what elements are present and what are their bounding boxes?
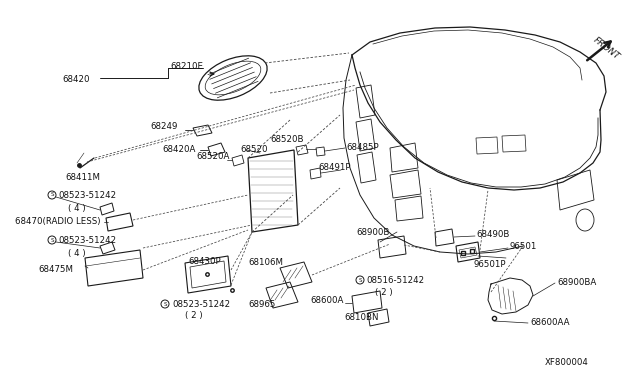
Text: 68411M: 68411M <box>65 173 100 182</box>
Text: 68490B: 68490B <box>476 230 509 239</box>
Text: 68600A: 68600A <box>310 296 344 305</box>
Text: ( 2 ): ( 2 ) <box>185 311 203 320</box>
Text: 68210E: 68210E <box>170 62 203 71</box>
Text: 68600AA: 68600AA <box>530 318 570 327</box>
Text: 6810BN: 6810BN <box>344 313 378 322</box>
Text: 68520A: 68520A <box>196 152 229 161</box>
Text: XF800004: XF800004 <box>545 358 589 367</box>
Text: ( 4 ): ( 4 ) <box>68 249 86 258</box>
Text: 68900B: 68900B <box>356 228 389 237</box>
Text: S: S <box>51 237 54 243</box>
Text: 68249: 68249 <box>150 122 177 131</box>
Text: S: S <box>51 192 54 198</box>
Text: S: S <box>163 301 167 307</box>
Text: 96501P: 96501P <box>474 260 506 269</box>
Text: 68520B: 68520B <box>270 135 303 144</box>
Text: 08523-51242: 08523-51242 <box>58 191 116 200</box>
Text: 08516-51242: 08516-51242 <box>366 276 424 285</box>
Text: S: S <box>358 278 362 282</box>
Text: 68900BA: 68900BA <box>557 278 596 287</box>
Text: 68430P: 68430P <box>188 257 221 266</box>
Text: 68475M: 68475M <box>38 265 73 274</box>
Text: 68520: 68520 <box>240 145 268 154</box>
Text: ( 4 ): ( 4 ) <box>68 204 86 213</box>
Text: 68485P: 68485P <box>346 143 379 152</box>
Text: 68106M: 68106M <box>248 258 283 267</box>
Text: 68420: 68420 <box>62 75 90 84</box>
Text: 68965: 68965 <box>248 300 275 309</box>
Text: 08523-51242: 08523-51242 <box>172 300 230 309</box>
Text: 96501: 96501 <box>510 242 538 251</box>
Text: 68420A: 68420A <box>162 145 195 154</box>
Text: 68470(RADIO LESS): 68470(RADIO LESS) <box>15 217 100 226</box>
Text: ( 2 ): ( 2 ) <box>375 288 392 297</box>
Text: FRONT: FRONT <box>592 35 622 61</box>
Text: 68491P: 68491P <box>318 163 351 172</box>
Text: 08523-51242: 08523-51242 <box>58 236 116 245</box>
